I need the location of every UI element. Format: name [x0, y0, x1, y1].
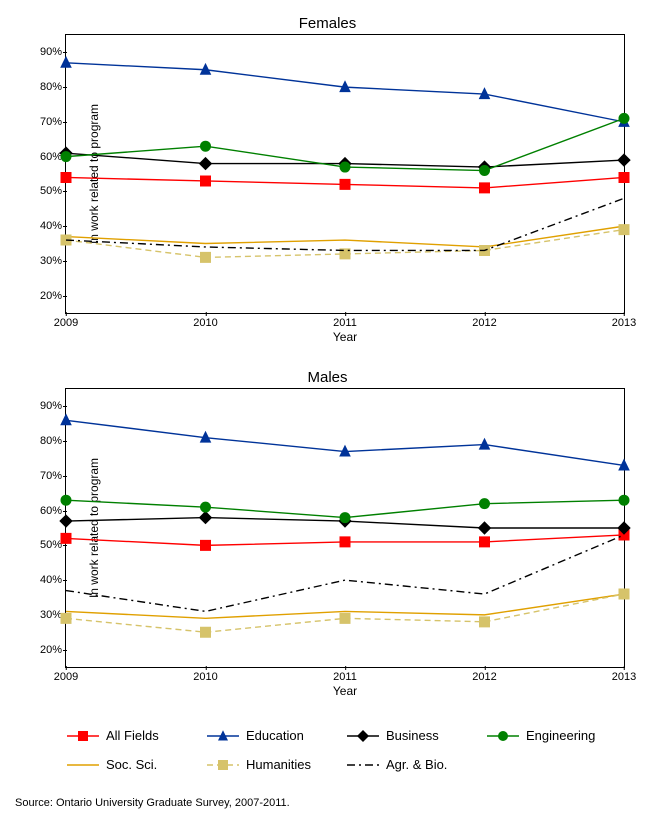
- series-marker-engineering: [61, 495, 71, 505]
- legend: All Fields Education Business Engineering So…: [65, 723, 625, 787]
- series-marker-business: [618, 154, 630, 166]
- x-axis-label: Year: [65, 330, 625, 344]
- series-marker-all: [619, 172, 629, 182]
- series-marker-engineering: [340, 513, 350, 523]
- series-marker-all: [340, 537, 350, 547]
- y-tick: 90%: [28, 400, 62, 412]
- series-marker-engineering: [480, 166, 490, 176]
- series-marker-education: [61, 415, 71, 425]
- y-tick: 50%: [28, 539, 62, 551]
- y-tick: 60%: [28, 505, 62, 517]
- x-tick: 2009: [54, 317, 78, 329]
- legend-swatch-icon: [345, 758, 381, 772]
- series-marker-engineering: [619, 113, 629, 123]
- legend-label: All Fields: [106, 728, 159, 743]
- legend-item-engineering: Engineering: [485, 728, 595, 743]
- series-marker-education: [480, 439, 490, 449]
- legend-swatch-icon: [345, 729, 381, 743]
- series-marker-engineering: [480, 499, 490, 509]
- plot-svg: [66, 389, 624, 667]
- series-marker-engineering: [619, 495, 629, 505]
- series-marker-humanities: [340, 613, 350, 623]
- y-tick: 80%: [28, 435, 62, 447]
- series-marker-business: [200, 512, 212, 524]
- y-tick: 50%: [28, 185, 62, 197]
- legend-swatch-icon: [205, 729, 241, 743]
- legend-label: Business: [386, 728, 439, 743]
- chart-panel: Males In work related to program20%30%40%…: [15, 369, 640, 698]
- legend-item-all: All Fields: [65, 728, 175, 743]
- series-line-education: [66, 420, 624, 465]
- y-tick: 70%: [28, 470, 62, 482]
- x-tick: 2010: [193, 317, 217, 329]
- plot-svg: [66, 35, 624, 313]
- series-marker-all: [201, 540, 211, 550]
- legend-label: Education: [246, 728, 304, 743]
- x-tick: 2013: [612, 671, 636, 683]
- legend-label: Agr. & Bio.: [386, 757, 447, 772]
- series-marker-business: [200, 158, 212, 170]
- x-tick: 2009: [54, 671, 78, 683]
- legend-item-humanities: Humanities: [205, 757, 315, 772]
- series-marker-humanities: [480, 617, 490, 627]
- series-marker-humanities: [61, 613, 71, 623]
- x-tick: 2012: [472, 671, 496, 683]
- series-marker-humanities: [619, 225, 629, 235]
- x-tick: 2010: [193, 671, 217, 683]
- x-axis-label: Year: [65, 684, 625, 698]
- series-marker-all: [201, 176, 211, 186]
- x-tick: 2012: [472, 317, 496, 329]
- series-line-agrbio: [66, 198, 624, 250]
- series-marker-engineering: [340, 162, 350, 172]
- series-marker-engineering: [201, 502, 211, 512]
- series-marker-all: [61, 172, 71, 182]
- y-tick: 40%: [28, 574, 62, 586]
- series-marker-education: [61, 57, 71, 67]
- source-note: Source: Ontario University Graduate Surv…: [15, 797, 640, 809]
- series-marker-all: [480, 537, 490, 547]
- series-line-education: [66, 63, 624, 122]
- legend-swatch-icon: [65, 758, 101, 772]
- chart-title: Males: [15, 369, 640, 386]
- series-marker-all: [61, 533, 71, 543]
- y-tick: 20%: [28, 290, 62, 302]
- legend-item-agrbio: Agr. & Bio.: [345, 757, 455, 772]
- legend-label: Engineering: [526, 728, 595, 743]
- series-marker-humanities: [201, 252, 211, 262]
- y-tick: 60%: [28, 151, 62, 163]
- series-marker-humanities: [201, 627, 211, 637]
- y-tick: 40%: [28, 220, 62, 232]
- series-line-socsci: [66, 226, 624, 247]
- legend-label: Humanities: [246, 757, 311, 772]
- series-marker-humanities: [619, 589, 629, 599]
- y-tick: 70%: [28, 116, 62, 128]
- y-tick: 20%: [28, 644, 62, 656]
- legend-swatch-icon: [485, 729, 521, 743]
- y-tick: 30%: [28, 609, 62, 621]
- legend-swatch-icon: [65, 729, 101, 743]
- legend-item-socsci: Soc. Sci.: [65, 757, 175, 772]
- legend-item-business: Business: [345, 728, 455, 743]
- x-tick: 2011: [333, 671, 357, 683]
- legend-item-education: Education: [205, 728, 315, 743]
- series-marker-business: [479, 522, 491, 534]
- chart-panel: Females In work related to program20%30%4…: [15, 15, 640, 344]
- chart-title: Females: [15, 15, 640, 32]
- x-tick: 2013: [612, 317, 636, 329]
- plot-area: In work related to program20%30%40%50%60…: [65, 388, 625, 668]
- series-marker-business: [60, 515, 72, 527]
- y-tick: 80%: [28, 81, 62, 93]
- series-marker-all: [480, 183, 490, 193]
- y-tick: 90%: [28, 46, 62, 58]
- plot-area: In work related to program20%30%40%50%60…: [65, 34, 625, 314]
- y-tick: 30%: [28, 255, 62, 267]
- series-marker-engineering: [201, 141, 211, 151]
- series-marker-engineering: [61, 152, 71, 162]
- series-marker-all: [340, 179, 350, 189]
- legend-label: Soc. Sci.: [106, 757, 157, 772]
- x-tick: 2011: [333, 317, 357, 329]
- legend-swatch-icon: [205, 758, 241, 772]
